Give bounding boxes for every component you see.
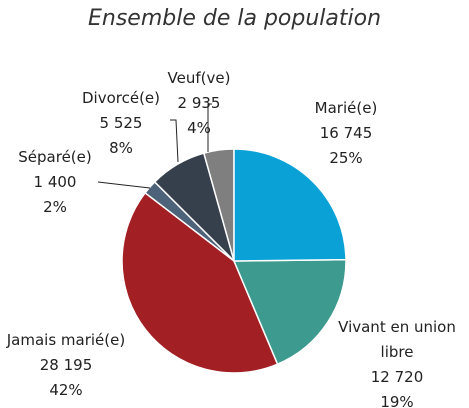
data-label: 25% (329, 149, 363, 167)
leader-line (97, 181, 151, 189)
data-label: 19% (380, 393, 414, 408)
data-label: 2% (43, 198, 67, 216)
data-label: 4% (187, 119, 211, 137)
slice-label: Veuf(ve) 2 935 4% (149, 66, 249, 141)
data-label: 5 525 (99, 114, 143, 132)
slice-label: Marié(e) 16 745 25% (286, 96, 406, 171)
data-label: 12 720 (370, 368, 424, 386)
data-label: 16 745 (319, 124, 373, 142)
category-label: Vivant en union libre (338, 318, 456, 361)
category-label: Marié(e) (314, 99, 378, 117)
data-label: 28 195 (39, 356, 93, 374)
data-label: 2 935 (177, 94, 221, 112)
category-label: Jamais marié(e) (6, 331, 126, 349)
data-label: 42% (49, 381, 83, 399)
category-label: Veuf(ve) (167, 69, 231, 87)
pie-slice (233, 148, 347, 262)
data-label: 8% (109, 139, 133, 157)
data-label: 1 400 (33, 173, 77, 191)
category-label: Divorcé(e) (81, 89, 161, 107)
slice-label: Vivant en union libre 12 720 19% (327, 315, 467, 408)
slice-label: Séparé(e) 1 400 2% (0, 145, 110, 220)
slice-label: Divorcé(e) 5 525 8% (66, 86, 176, 161)
pie-slice (121, 191, 279, 374)
leader-line (170, 119, 179, 163)
pie-slice (232, 258, 347, 366)
slice-label: Jamais marié(e) 28 195 42% (1, 328, 131, 403)
leader-line (207, 103, 212, 152)
category-label: Séparé(e) (18, 148, 92, 166)
chart-title: Ensemble de la population (87, 6, 382, 31)
